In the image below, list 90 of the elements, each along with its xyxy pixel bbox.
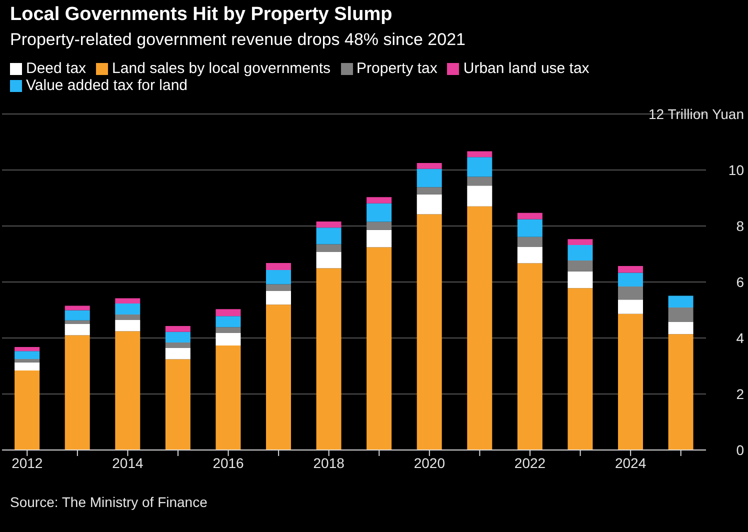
bar <box>216 316 241 328</box>
y-tick-label: 10 <box>728 162 744 178</box>
bar <box>568 239 593 246</box>
bar <box>115 298 140 304</box>
bar <box>517 236 542 247</box>
bar <box>216 327 241 333</box>
bar <box>266 304 291 450</box>
legend-label: Value added tax for land <box>26 77 188 94</box>
bar <box>416 214 442 450</box>
bar <box>316 268 342 450</box>
bar <box>64 306 90 310</box>
bar <box>14 370 40 450</box>
bar <box>266 262 291 270</box>
y-tick-label: 2 <box>736 386 744 402</box>
chart-subtitle: Property-related government revenue drops 48% since 2021 <box>10 30 466 50</box>
bar <box>366 222 392 230</box>
bar <box>517 263 542 450</box>
bar <box>64 335 90 450</box>
bar <box>216 309 241 316</box>
bar <box>668 307 694 322</box>
bar <box>14 362 40 370</box>
y-tick-label: 8 <box>736 218 744 234</box>
bar <box>416 194 442 214</box>
chart-title: Local Governments Hit by Property Slump <box>10 4 392 26</box>
x-tick-label: 2016 <box>212 454 244 471</box>
x-tick-label: 2020 <box>414 454 446 471</box>
bar <box>416 168 442 188</box>
bar <box>416 187 442 194</box>
x-tick-label: 2014 <box>112 454 144 471</box>
bar <box>618 300 643 314</box>
bar <box>216 346 241 450</box>
x-tick-label: 2022 <box>514 454 546 471</box>
bar <box>416 163 442 169</box>
bar <box>266 270 291 284</box>
bar <box>165 359 190 450</box>
bar <box>165 342 190 348</box>
bar <box>115 304 140 314</box>
bar <box>517 219 542 237</box>
bar <box>366 203 392 222</box>
bar <box>165 348 190 360</box>
bar <box>568 245 593 260</box>
y-tick-label: 6 <box>736 274 744 290</box>
bar <box>316 228 342 244</box>
x-tick-label: 2024 <box>614 454 646 471</box>
bar <box>668 322 694 334</box>
bar <box>467 206 492 450</box>
bar <box>467 151 492 158</box>
bar <box>14 346 40 352</box>
bar <box>266 290 291 305</box>
bar <box>568 260 593 272</box>
bar <box>366 230 392 248</box>
source-note: Source: The Ministry of Finance <box>10 494 208 510</box>
bar <box>618 272 643 286</box>
bar <box>115 320 140 332</box>
bar <box>165 326 190 332</box>
legend-label: Deed tax <box>26 60 86 77</box>
bar <box>517 247 542 264</box>
bar <box>366 247 392 450</box>
bar <box>668 296 694 308</box>
bar <box>316 244 342 252</box>
bar <box>668 334 694 450</box>
bar <box>64 324 90 336</box>
bar <box>366 197 392 204</box>
legend-label: Urban land use tax <box>463 60 590 77</box>
legend-label: Property tax <box>356 60 438 77</box>
bar <box>618 266 643 273</box>
bar <box>467 157 492 177</box>
legend-label: Land sales by local governments <box>112 60 331 77</box>
bar <box>568 271 593 288</box>
x-tick-label: 2012 <box>12 454 43 471</box>
x-tick-label: 2018 <box>313 454 345 471</box>
bar <box>115 331 140 450</box>
bar <box>517 212 542 220</box>
bar <box>216 332 241 346</box>
bar <box>568 288 593 450</box>
y-tick-label: 12 Trillion Yuan <box>648 106 744 122</box>
bar <box>467 186 492 206</box>
bar <box>115 314 140 320</box>
bar <box>14 359 40 362</box>
bar <box>165 332 190 342</box>
bar <box>618 314 643 450</box>
bar <box>64 310 90 320</box>
bar <box>316 222 342 228</box>
bar <box>316 252 342 268</box>
bar <box>618 286 643 300</box>
bar <box>266 284 291 291</box>
y-tick-label: 4 <box>736 330 744 346</box>
bar <box>467 176 492 186</box>
bar <box>14 351 40 359</box>
y-tick-label: 0 <box>736 442 744 458</box>
